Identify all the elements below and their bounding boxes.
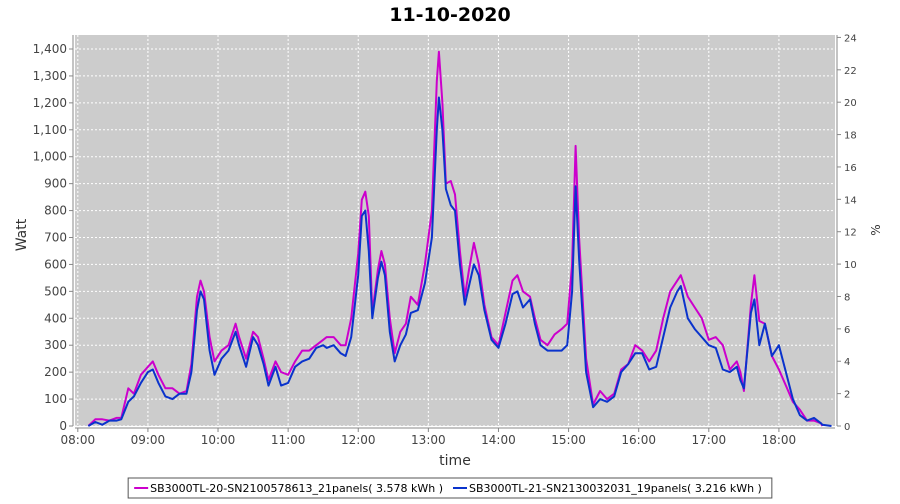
y-tick-label: 1,200	[33, 96, 67, 110]
y2-tick-label: 18	[844, 131, 857, 142]
x-tick-label: 10:00	[201, 433, 236, 447]
x-tick-label: 16:00	[621, 433, 656, 447]
legend-label: SB3000TL-20-SN2100578613_21panels( 3.578…	[150, 482, 443, 495]
y2-tick-label: 22	[844, 66, 857, 77]
legend-label: SB3000TL-21-SN2130032031_19panels( 3.216…	[469, 482, 762, 495]
x-tick-label: 08:00	[61, 433, 96, 447]
legend-box	[127, 477, 773, 499]
y2-tick-label: 24	[844, 33, 857, 44]
y-tick-label: 500	[44, 284, 67, 298]
y2-tick-label: 8	[844, 292, 850, 303]
series-line	[87, 96, 832, 427]
x-tick-label: 09:00	[131, 433, 166, 447]
y2-tick-label: 4	[844, 357, 850, 368]
y2-tick-label: 2	[844, 390, 850, 401]
x-tick-label: 18:00	[762, 433, 797, 447]
y-tick-label: 1,100	[33, 123, 67, 137]
y2-axis-label: %	[869, 224, 883, 235]
y-tick-label: 800	[44, 204, 67, 218]
x-tick-label: 17:00	[692, 433, 727, 447]
plot-area	[75, 35, 835, 426]
y2-tick-label: 10	[844, 260, 857, 271]
y-tick-label: 900	[44, 177, 67, 191]
y2-tick-label: 6	[844, 325, 850, 336]
y-tick-label: 200	[44, 365, 67, 379]
y-tick-label: 300	[44, 338, 67, 352]
y-tick-label: 400	[44, 311, 67, 325]
y2-tick-label: 14	[844, 195, 857, 206]
x-tick-label: 15:00	[551, 433, 586, 447]
y-tick-label: 1,300	[33, 69, 67, 83]
y-tick-label: 0	[59, 419, 67, 433]
chart-title: 11-10-2020	[389, 4, 511, 26]
y-tick-label: 700	[44, 231, 67, 245]
x-tick-label: 11:00	[271, 433, 306, 447]
y-tick-label: 1,400	[33, 42, 67, 56]
y2-tick-label: 20	[844, 98, 857, 109]
y-tick-label: 600	[44, 257, 67, 271]
x-tick-label: 14:00	[481, 433, 516, 447]
y2-tick-label: 16	[844, 163, 857, 174]
y2-tick-label: 12	[844, 228, 857, 239]
x-tick-label: 12:00	[341, 433, 376, 447]
y-axis-label: Watt	[14, 218, 30, 251]
x-tick-label: 13:00	[411, 433, 446, 447]
y2-tick-label: 0	[844, 422, 850, 433]
y-tick-label: 100	[44, 392, 67, 406]
x-axis-label: time	[439, 453, 471, 469]
y-tick-label: 1,000	[33, 150, 67, 164]
